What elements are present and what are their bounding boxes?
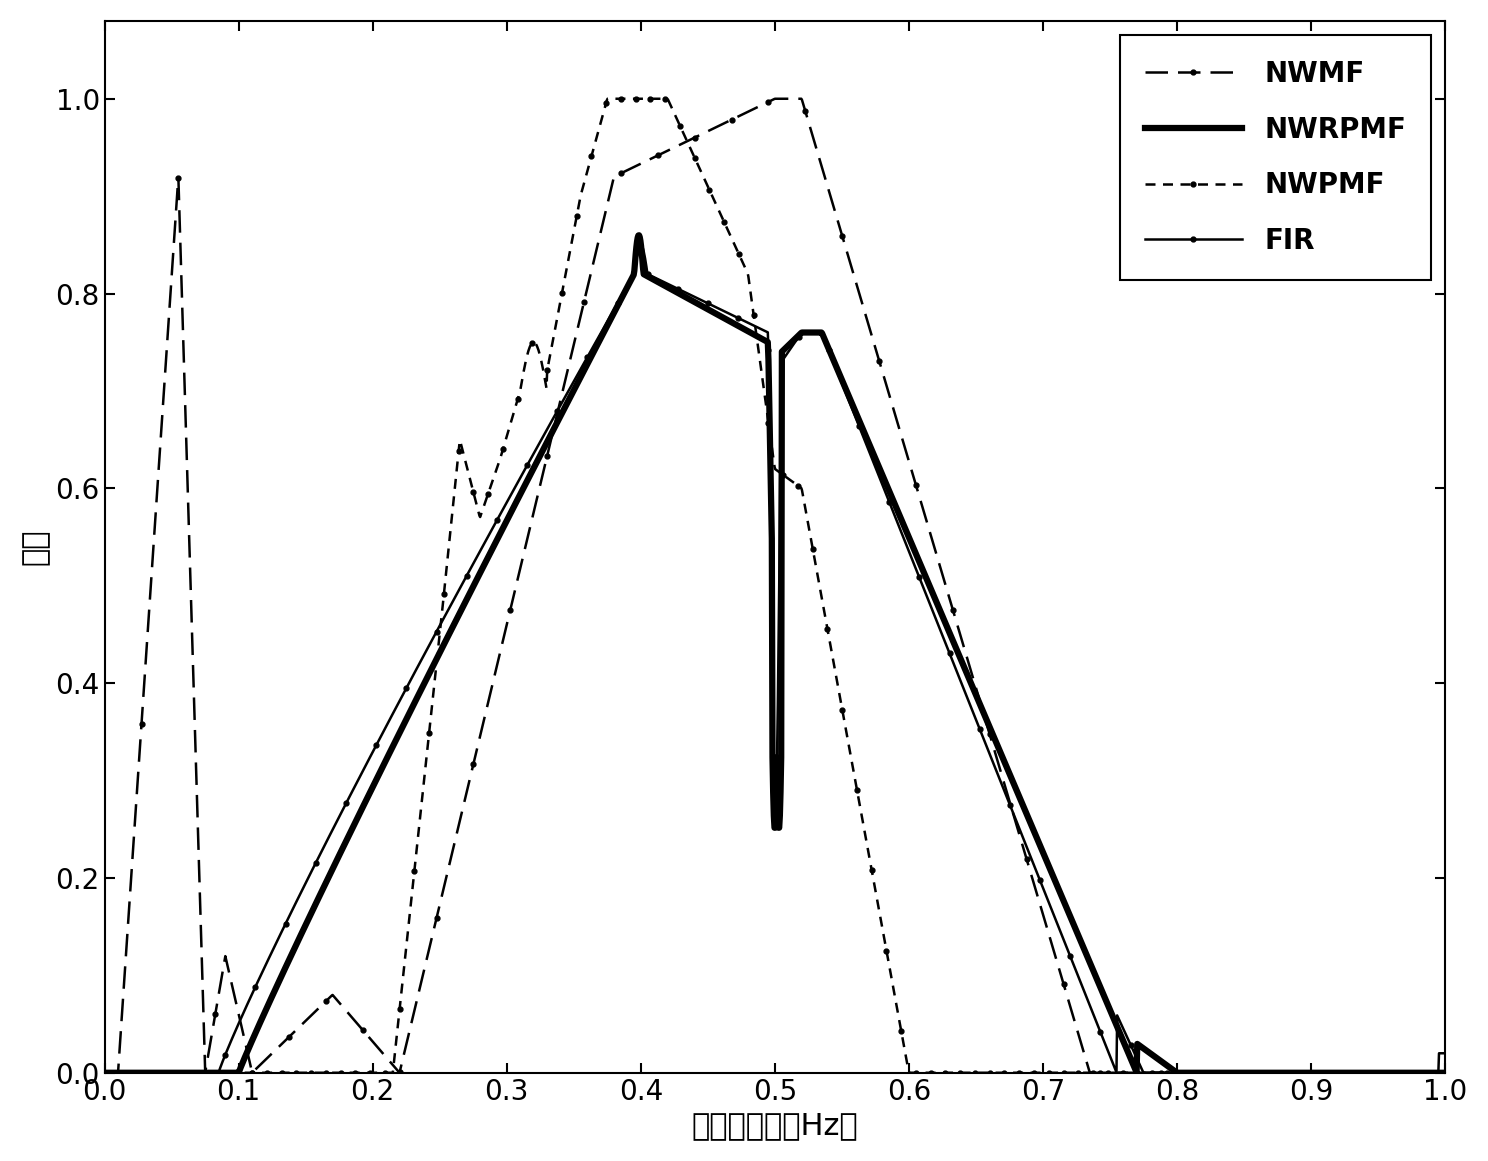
- NWPMF: [713, 209, 731, 223]
- NWPMF: [1436, 1066, 1454, 1080]
- FIR: [164, 1066, 182, 1080]
- NWPMF: [1152, 1066, 1170, 1080]
- NWPMF: [164, 1066, 182, 1080]
- NWRPMF: [713, 310, 731, 324]
- NWRPMF: [1152, 1054, 1170, 1068]
- NWRPMF: [629, 229, 647, 243]
- NWRPMF: [1436, 1066, 1454, 1080]
- NWPMF: [1397, 1066, 1415, 1080]
- Line: NWMF: NWMF: [100, 94, 1449, 1077]
- NWMF: [95, 1066, 113, 1080]
- NWPMF: [1397, 1066, 1415, 1080]
- FIR: [1397, 1066, 1415, 1080]
- FIR: [713, 303, 731, 317]
- NWRPMF: [1397, 1066, 1415, 1080]
- FIR: [1152, 1066, 1170, 1080]
- NWPMF: [598, 92, 616, 106]
- NWMF: [164, 248, 182, 262]
- NWRPMF: [1397, 1066, 1415, 1080]
- NWMF: [1436, 1066, 1454, 1080]
- NWMF: [1152, 1066, 1170, 1080]
- NWRPMF: [95, 1066, 113, 1080]
- NWMF: [1397, 1066, 1415, 1080]
- FIR: [748, 320, 766, 334]
- Line: NWPMF: NWPMF: [100, 94, 1449, 1077]
- NWPMF: [95, 1066, 113, 1080]
- Y-axis label: 幅度: 幅度: [21, 528, 49, 565]
- NWRPMF: [164, 1066, 182, 1080]
- FIR: [95, 1066, 113, 1080]
- X-axis label: 归一化频率（Hz）: 归一化频率（Hz）: [692, 1111, 859, 1140]
- NWMF: [711, 118, 729, 132]
- Legend: NWMF, NWRPMF, NWPMF, FIR: NWMF, NWRPMF, NWPMF, FIR: [1120, 35, 1431, 280]
- Line: NWRPMF: NWRPMF: [104, 236, 1445, 1073]
- Line: FIR: FIR: [100, 240, 1449, 1077]
- NWMF: [1397, 1066, 1415, 1080]
- NWPMF: [748, 333, 766, 347]
- NWRPMF: [748, 330, 766, 344]
- FIR: [632, 238, 650, 252]
- NWMF: [747, 101, 765, 115]
- FIR: [1397, 1066, 1415, 1080]
- NWMF: [766, 92, 784, 106]
- FIR: [1436, 1046, 1454, 1060]
